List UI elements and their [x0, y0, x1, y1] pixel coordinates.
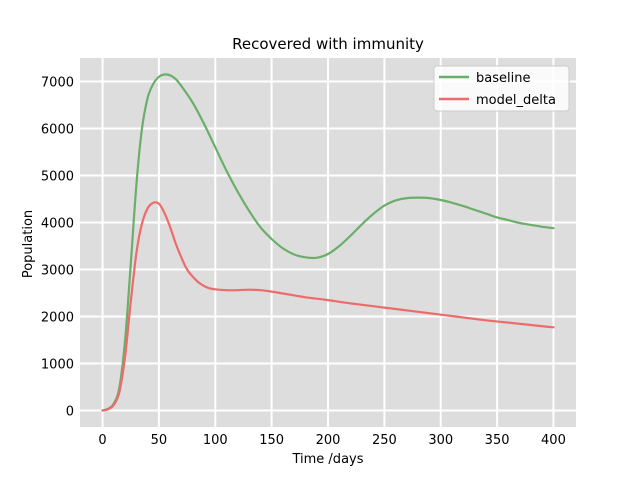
x-tick-label: 150 — [259, 433, 284, 448]
series-lines — [101, 73, 555, 412]
x-tick-label: 300 — [428, 433, 453, 448]
x-tick-label: 0 — [98, 433, 106, 448]
y-axis-label: Population — [21, 210, 36, 278]
y-tick-label: 7000 — [41, 76, 74, 91]
legend-label-baseline: baseline — [476, 71, 530, 86]
chart-title: Recovered with immunity — [232, 35, 424, 53]
x-tick-label: 100 — [203, 433, 228, 448]
y-tick-label: 2000 — [41, 311, 74, 326]
x-tick-label: 50 — [151, 433, 168, 448]
series-line-model-delta — [101, 201, 555, 412]
x-axis-label: Time /days — [291, 452, 363, 467]
y-tick-label: 6000 — [41, 123, 74, 138]
y-tick-label: 5000 — [41, 170, 74, 185]
y-axis-ticks: 0 1000 2000 3000 4000 5000 6000 7000 — [41, 76, 74, 420]
x-tick-label: 200 — [316, 433, 341, 448]
legend-label-model-delta: model_delta — [476, 93, 556, 108]
y-tick-label: 4000 — [41, 217, 74, 232]
x-tick-label: 250 — [372, 433, 397, 448]
x-tick-label: 400 — [541, 433, 566, 448]
y-tick-label: 1000 — [41, 358, 74, 373]
x-axis-ticks: 0 50 100 150 200 250 300 350 400 — [98, 433, 565, 448]
x-tick-label: 350 — [485, 433, 510, 448]
series-line-baseline — [101, 73, 555, 412]
y-tick-label: 3000 — [41, 264, 74, 279]
y-tick-label: 0 — [66, 405, 74, 420]
legend: baseline model_delta — [433, 65, 570, 112]
